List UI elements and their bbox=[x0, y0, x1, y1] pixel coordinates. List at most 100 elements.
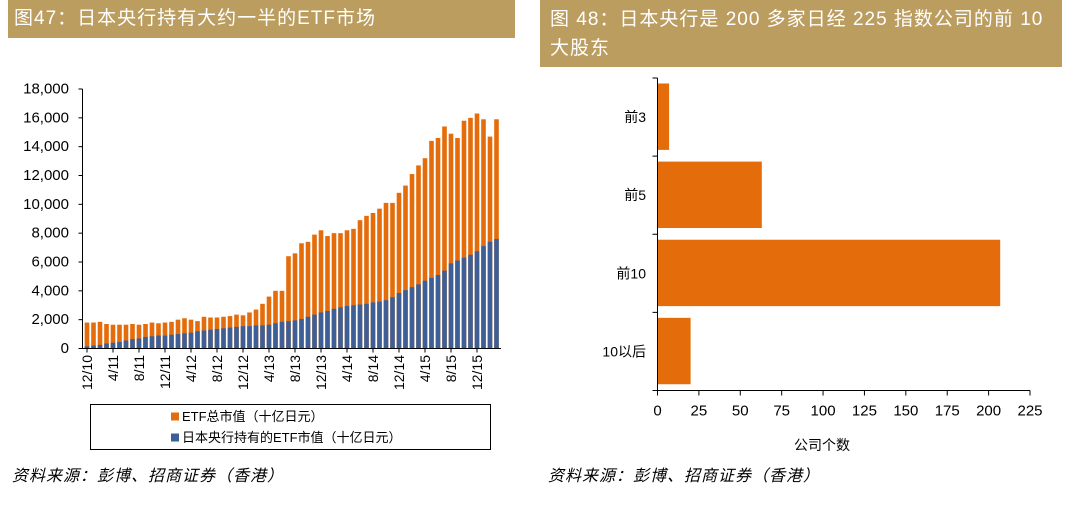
y-tick-label: 14,000 bbox=[23, 138, 69, 155]
etf-total-market-bar bbox=[344, 230, 350, 349]
boj-etf-holdings-bar bbox=[247, 326, 252, 349]
etf-total-market-bar bbox=[455, 138, 460, 349]
x-tick-label: 150 bbox=[893, 403, 918, 420]
boj-etf-holdings-bar bbox=[143, 336, 148, 349]
boj-etf-holdings-bar bbox=[305, 316, 311, 349]
category-label: 前10 bbox=[616, 265, 646, 281]
x-tick-label: 0 bbox=[653, 403, 661, 420]
x-tick-label: 75 bbox=[773, 403, 790, 420]
boj-etf-holdings-bar bbox=[435, 274, 441, 349]
etf-total-market-bar bbox=[149, 322, 155, 349]
boj-etf-holdings-bar bbox=[357, 304, 363, 349]
boj-etf-holdings-bar-series bbox=[84, 238, 499, 349]
boj-etf-holdings-bar bbox=[149, 336, 155, 349]
figure-48-source-note: 资料来源：彭博、招商证券（香港） bbox=[548, 468, 821, 485]
boj-etf-holdings-bar bbox=[338, 307, 343, 349]
boj-etf-holdings-bar bbox=[416, 284, 421, 349]
etf-total-market-bar bbox=[136, 324, 142, 349]
x-tick-label: 12/10 bbox=[79, 355, 95, 390]
boj-etf-holdings-bar bbox=[312, 314, 317, 349]
boj-etf-holdings-bar bbox=[344, 305, 350, 349]
etf-total-market-bar bbox=[110, 324, 116, 349]
boj-etf-holdings-bar bbox=[91, 345, 96, 349]
boj-etf-holdings-bar bbox=[429, 277, 434, 349]
boj-etf-holdings-bar bbox=[123, 340, 129, 349]
figure-48-title-line-2: 大股东 bbox=[550, 38, 611, 59]
boj-etf-holdings-bar bbox=[84, 346, 90, 349]
x-tick-label: 8/15 bbox=[443, 355, 459, 382]
figure-47-source-note: 资料来源：彭博、招商证券（香港） bbox=[12, 468, 285, 485]
y-tick-label: 4,000 bbox=[31, 282, 69, 299]
etf-total-market-bar bbox=[448, 133, 454, 349]
boj-etf-holdings-bar bbox=[331, 308, 337, 349]
boj-etf-holdings-bar bbox=[97, 344, 103, 349]
etf-total-market-bar bbox=[104, 323, 109, 349]
company-count-bar bbox=[657, 83, 670, 150]
boj-etf-holdings-bar bbox=[130, 339, 135, 349]
category-label: 10以后 bbox=[602, 343, 646, 359]
boj-etf-holdings-bar bbox=[234, 326, 239, 349]
etf-total-market-bar bbox=[422, 158, 428, 349]
etf-total-market-bar bbox=[91, 322, 96, 349]
etf-total-market-bar bbox=[351, 228, 356, 349]
figure-47-title-bar: 图47：日本央行持有大约一半的ETF市场 bbox=[8, 0, 515, 38]
boj-etf-holdings-bar bbox=[364, 303, 369, 349]
x-tick-label: 225 bbox=[1017, 403, 1042, 420]
x-tick-label: 125 bbox=[852, 403, 877, 420]
etf-total-market-bar bbox=[370, 212, 376, 349]
boj-etf-holdings-bar bbox=[253, 325, 259, 349]
etf-total-market-bar bbox=[117, 324, 122, 349]
etf-total-market-bar bbox=[416, 165, 421, 349]
figure-48-title-bar: 图 48：日本央行是 200 多家日经 225 指数公司的前 10 大股东 bbox=[540, 0, 1062, 67]
etf-total-market-bar bbox=[396, 192, 402, 349]
boj-etf-holdings-bar bbox=[201, 330, 207, 349]
etf-total-market-bar bbox=[409, 174, 415, 349]
boj-etf-holdings-bar bbox=[487, 241, 493, 349]
boj-etf-holdings-bar bbox=[390, 297, 395, 349]
top10-shareholder-bar-chart: 前3 前5 前10 10以后 0 25 50 75 100 125 150 175 200 225 公司个数 bbox=[602, 77, 1043, 453]
etf-total-market-bar bbox=[377, 208, 382, 349]
boj-etf-holdings-bar bbox=[325, 311, 330, 349]
boj-etf-holdings-bar bbox=[286, 321, 291, 349]
boj-etf-holdings-bar bbox=[455, 260, 460, 349]
etf-total-market-bar bbox=[468, 117, 473, 349]
etf-total-market-bar bbox=[279, 290, 285, 349]
etf-total-market-bar bbox=[338, 233, 343, 349]
boj-etf-holdings-bar bbox=[318, 312, 324, 349]
etf-total-market-bar bbox=[130, 323, 135, 349]
etf-total-market-bar bbox=[429, 140, 434, 349]
boj-etf-holdings-bar bbox=[448, 263, 454, 349]
etf-total-market-bar bbox=[390, 202, 395, 349]
legend-label: ETF总市值（十亿日元） bbox=[182, 409, 324, 424]
x-tick-label: 4/15 bbox=[417, 355, 433, 382]
x-tick-label: 12/11 bbox=[157, 355, 173, 389]
boj-etf-holdings-bar bbox=[188, 332, 194, 349]
etf-total-market-bar bbox=[292, 253, 298, 349]
x-tick-label: 25 bbox=[691, 403, 708, 420]
boj-etf-holdings-bar bbox=[260, 325, 265, 349]
category-label: 前3 bbox=[624, 109, 646, 125]
company-count-bar bbox=[657, 239, 1001, 307]
y-tick-label: 10,000 bbox=[23, 196, 69, 213]
boj-etf-holdings-bar bbox=[266, 324, 272, 349]
legend-box bbox=[90, 404, 491, 450]
etf-total-market-bar bbox=[299, 243, 304, 349]
etf-total-market-bar bbox=[84, 322, 90, 349]
etf-total-market-bar bbox=[318, 230, 324, 349]
boj-etf-holdings-bar bbox=[279, 321, 285, 349]
boj-etf-holdings-bar bbox=[351, 305, 356, 349]
x-tick-label: 4/14 bbox=[339, 355, 355, 382]
boj-etf-holdings-bar bbox=[299, 318, 304, 349]
figure-47-title: 图47：日本央行持有大约一半的ETF市场 bbox=[14, 8, 377, 29]
etf-market-bar-chart: 0 2,000 4,000 6,000 8,000 10,000 12,000 14,000 1… bbox=[23, 81, 501, 450]
etf-total-market-bar bbox=[97, 321, 103, 349]
x-tick-label: 200 bbox=[976, 403, 1001, 420]
boj-etf-holdings-bar bbox=[481, 246, 486, 349]
company-count-bar bbox=[657, 161, 762, 228]
x-tick-label: 50 bbox=[732, 403, 749, 420]
etf-total-market-bar bbox=[143, 323, 148, 349]
x-tick-label: 8/12 bbox=[209, 355, 225, 382]
etf-total-market-bar bbox=[461, 120, 467, 349]
etf-total-market-bar bbox=[273, 290, 278, 349]
